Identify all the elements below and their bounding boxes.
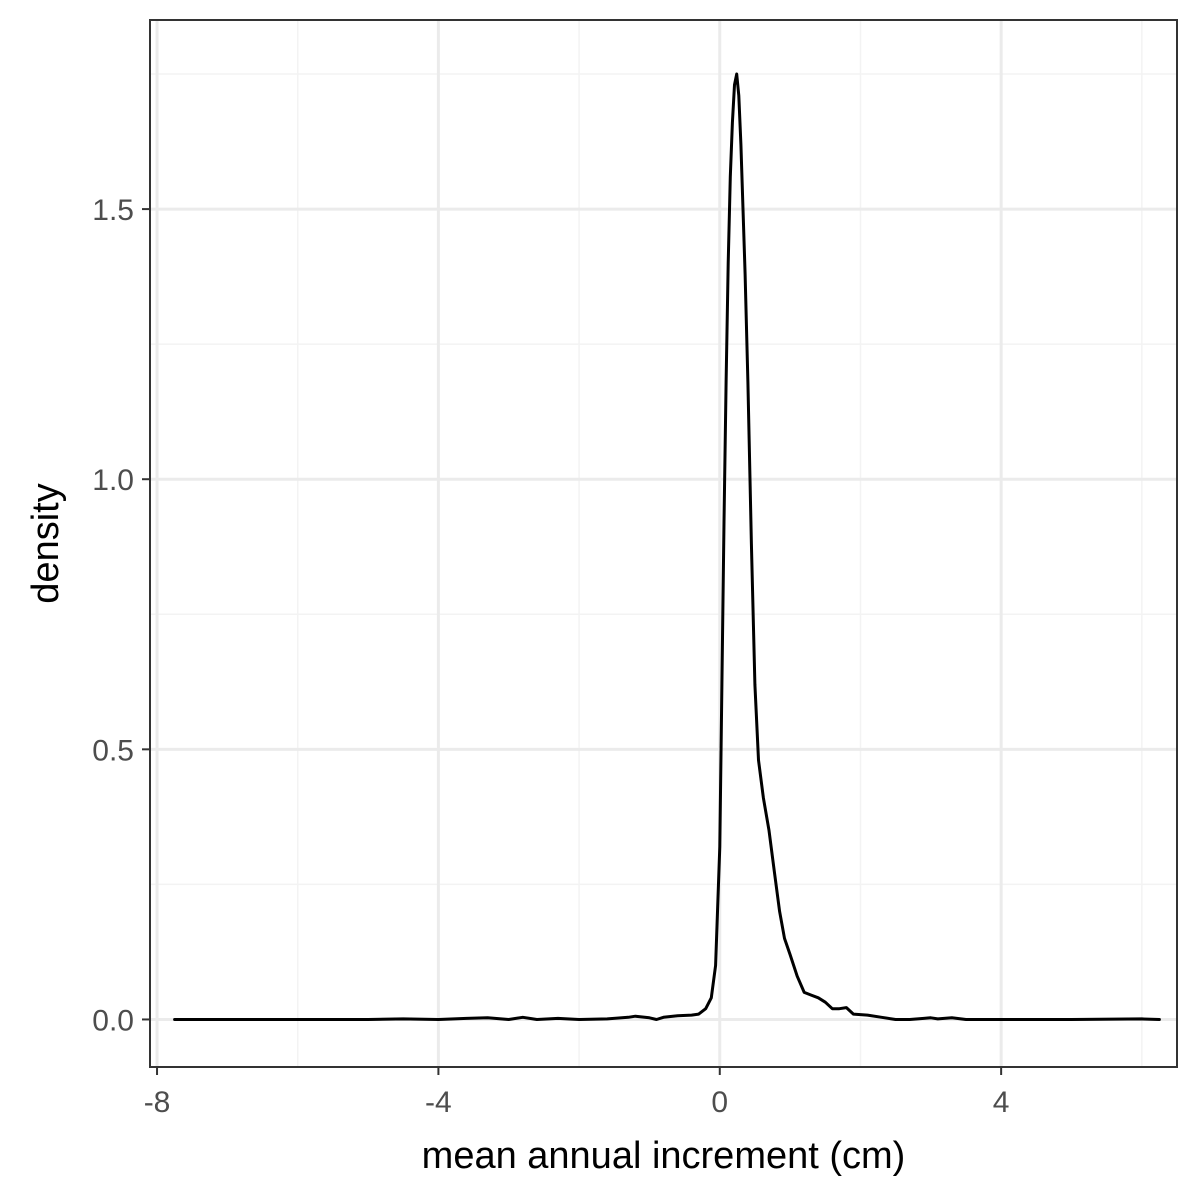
x-tick-label: -4 xyxy=(425,1086,452,1119)
density-line xyxy=(173,72,1161,1021)
y-tick-label: 0.0 xyxy=(92,1004,134,1037)
series-layer xyxy=(173,72,1161,1021)
grid-lines xyxy=(150,20,1177,1067)
x-tick-label: 4 xyxy=(993,1086,1010,1119)
x-axis-title: mean annual increment (cm) xyxy=(422,1135,906,1177)
y-tick-label: 1.5 xyxy=(92,194,134,227)
y-tick-label: 0.5 xyxy=(92,734,134,767)
x-tick-label: -8 xyxy=(144,1086,171,1119)
y-axis-title: density xyxy=(25,483,67,603)
x-tick-label: 0 xyxy=(711,1086,728,1119)
y-tick-label: 1.0 xyxy=(92,464,134,497)
panel-border xyxy=(149,19,1178,1068)
axes: -8 -4 0 4 0.0 0.5 1.0 1.5 xyxy=(92,194,1009,1119)
